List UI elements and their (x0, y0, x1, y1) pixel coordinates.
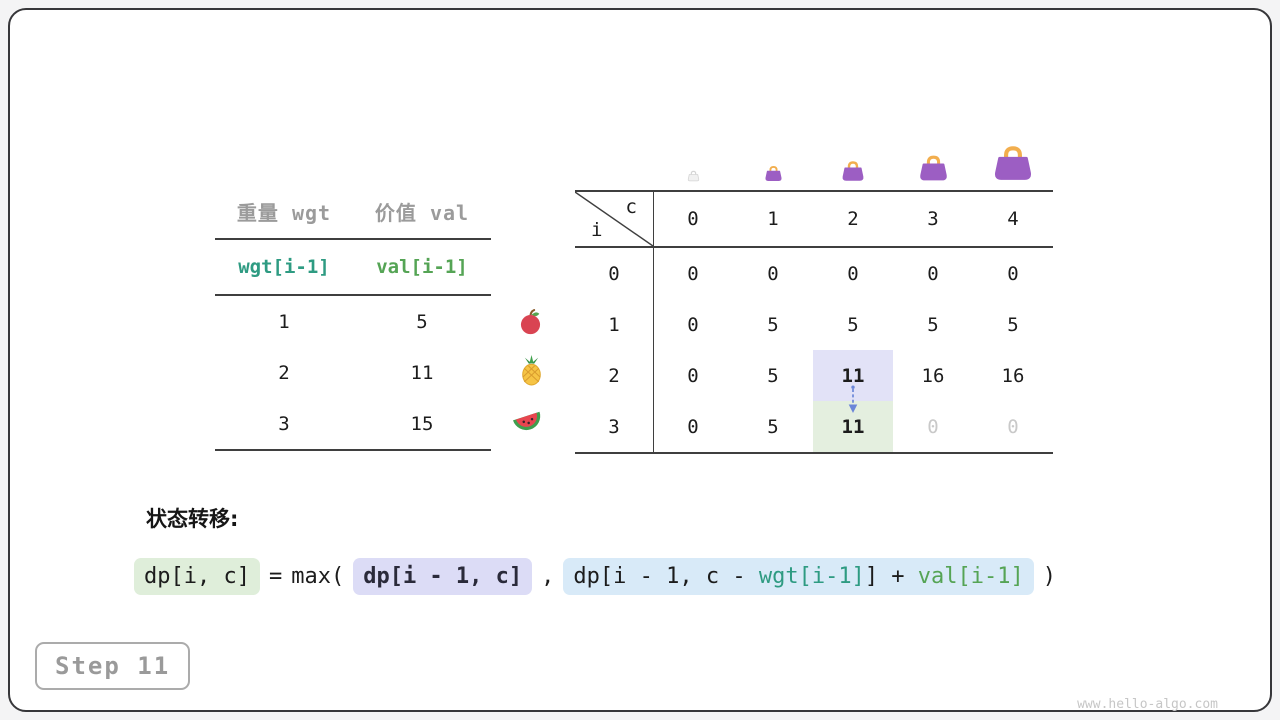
formula-lhs-chip: dp[i, c] (134, 558, 260, 595)
dp-cell: 5 (767, 415, 779, 438)
watermark: www.hello-algo.com (1077, 697, 1218, 712)
dp-row: 2 0 5 11 16 16 (575, 350, 1053, 401)
step-badge: Step 11 (35, 642, 191, 690)
pineapple-icon (515, 354, 547, 386)
apple-icon (514, 305, 546, 337)
dp-col-header: 3 (927, 208, 939, 230)
weights-header-wgt: 重量 wgt (236, 201, 332, 225)
transition-label: 状态转移: (146, 507, 239, 531)
dp-cell: 0 (687, 364, 699, 387)
transition-formula: dp[i, c] = max( dp[i - 1, c] , dp[i - 1,… (134, 558, 1056, 595)
dp-cell: 5 (847, 313, 859, 336)
weights-header-val: 价值 val (374, 201, 470, 225)
dp-corner-cell: c i (575, 192, 653, 246)
take-term-wgt: wgt[i-1] (758, 564, 865, 589)
dp-cell: 5 (767, 364, 779, 387)
dp-cell: 5 (767, 313, 779, 336)
capacity-axis-label: c (625, 196, 637, 218)
dp-cell: 16 (921, 364, 945, 387)
wgt-value: 2 (278, 361, 290, 384)
wgt-value: 1 (278, 310, 290, 333)
dp-col-header: 4 (1007, 208, 1019, 230)
dp-cell: 16 (1001, 364, 1025, 387)
dp-cell: 0 (687, 313, 699, 336)
bag-icon (893, 118, 973, 186)
val-value: 11 (410, 361, 434, 384)
dp-row: 3 0 5 11 0 0 (575, 401, 1053, 452)
dp-cell: 5 (1007, 313, 1019, 336)
bag-icon-faint (653, 118, 733, 186)
dp-cell-pending: 0 (1007, 415, 1019, 438)
dp-row: 0 0 0 0 0 0 (575, 248, 1053, 299)
formula-equals: = (268, 564, 283, 589)
dp-table: c i 0 1 2 3 4 0 0 0 0 0 0 1 0 5 5 5 5 2 (575, 190, 1053, 454)
dp-row-header: 0 (608, 262, 620, 285)
val-var-label: val[i-1] (376, 256, 468, 278)
wgt-value: 3 (278, 412, 290, 435)
weights-table-row: 2 11 (215, 347, 491, 398)
dp-cell: 0 (767, 262, 779, 285)
weights-table-row: 3 15 (215, 398, 491, 449)
weights-table-header-row: 重量 wgt 价值 val (215, 185, 491, 240)
dp-cell: 0 (687, 415, 699, 438)
val-value: 15 (410, 412, 434, 435)
formula-take-term-chip: dp[i - 1, c - wgt[i-1]] + val[i-1] (563, 558, 1034, 595)
item-axis-label: i (591, 219, 603, 241)
formula-max-open: max( (291, 564, 345, 589)
weights-table-row: 1 5 (215, 296, 491, 347)
dp-row-header: 1 (608, 313, 620, 336)
take-term-val: val[i-1] (917, 564, 1024, 589)
formula-keep-term-chip: dp[i - 1, c] (353, 558, 533, 595)
dp-col-header: 1 (767, 208, 779, 230)
take-term-mid: ] + (864, 564, 918, 589)
dp-row: 1 0 5 5 5 5 (575, 299, 1053, 350)
bag-icon (733, 118, 813, 186)
dp-cell: 0 (927, 262, 939, 285)
val-value: 5 (416, 310, 428, 333)
dp-col-header: 0 (687, 208, 699, 230)
watermelon-icon (512, 407, 544, 439)
dp-cell-highlight-source: 11 (813, 350, 893, 401)
dp-table-vertical-divider (653, 192, 654, 452)
dp-cell: 0 (687, 262, 699, 285)
dp-cell: 0 (847, 262, 859, 285)
dp-col-header: 2 (847, 208, 859, 230)
transfer-arrow-icon (845, 385, 861, 418)
bag-icon (973, 118, 1053, 186)
formula-comma: , (541, 564, 555, 589)
weights-table-var-row: wgt[i-1] val[i-1] (215, 240, 491, 296)
weights-table: 重量 wgt 价值 val wgt[i-1] val[i-1] 1 5 2 11… (215, 185, 491, 451)
dp-row-header: 2 (608, 364, 620, 387)
bag-icon (813, 118, 893, 186)
formula-close-paren: ) (1042, 564, 1057, 589)
diagonal-divider (575, 192, 653, 246)
dp-cell: 0 (1007, 262, 1019, 285)
dp-row-header: 3 (608, 415, 620, 438)
take-term-prefix: dp[i - 1, c - (573, 564, 759, 589)
dp-cell-pending: 0 (927, 415, 939, 438)
dp-table-header-row: c i 0 1 2 3 4 (575, 192, 1053, 248)
dp-cell: 5 (927, 313, 939, 336)
wgt-var-label: wgt[i-1] (238, 256, 330, 278)
